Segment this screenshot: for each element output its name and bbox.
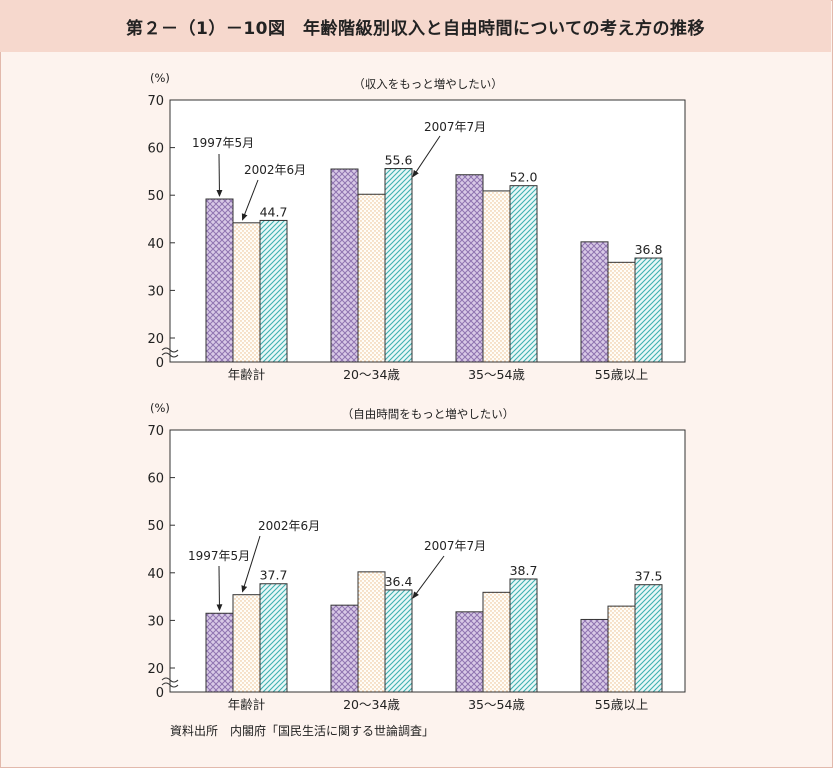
category-label-0-1: 20～34歳 <box>343 367 400 382</box>
y-tick-label-0-0: 0 <box>156 356 164 371</box>
bar-1-3-s2007 <box>634 584 663 693</box>
bar-1-3-s1997 <box>580 618 609 693</box>
bar-0-3-s2007 <box>634 257 663 363</box>
value-label-0-2: 52.0 <box>510 170 538 185</box>
bar-0-0-s1997 <box>205 198 234 363</box>
category-label-0-0: 年齢計 <box>228 367 266 382</box>
category-label-1-0: 年齢計 <box>228 697 266 712</box>
y-tick-label-0-50: 50 <box>147 189 164 204</box>
bar-1-2-s1997 <box>455 611 484 693</box>
legend-label-1-s1997: 1997年5月 <box>188 549 250 563</box>
bar-0-3-s2002 <box>607 261 636 363</box>
y-tick-label-0-30: 30 <box>147 284 164 299</box>
value-label-1-0: 37.7 <box>260 568 288 583</box>
bar-1-2-s2007 <box>509 578 538 693</box>
legend-label-0-s2002: 2002年6月 <box>244 163 306 177</box>
bar-1-1-s1997 <box>330 604 359 693</box>
source-note: 資料出所 内閣府「国民生活に関する世論調査」 <box>170 724 435 738</box>
value-label-0-3: 36.8 <box>635 242 663 257</box>
bar-0-2-s2002 <box>482 190 511 363</box>
bar-1-1-s2002 <box>357 571 386 693</box>
value-label-1-3: 37.5 <box>635 569 663 584</box>
category-label-1-2: 35～54歳 <box>468 697 525 712</box>
figure-title-bar: 第２－（1）－10図 年齢階級別収入と自由時間についての考え方の推移 <box>0 0 831 52</box>
y-tick-label-0-70: 70 <box>147 94 164 109</box>
legend-arrow-0-s1997 <box>216 153 223 198</box>
bar-1-0-s1997 <box>205 612 234 693</box>
legend-arrow-1-s1997 <box>216 565 223 612</box>
value-label-1-1: 36.4 <box>385 574 413 589</box>
bar-0-0-s2007 <box>259 219 288 363</box>
y-axis-unit-0: (%) <box>150 71 170 85</box>
category-label-0-2: 35～54歳 <box>468 367 525 382</box>
value-label-0-0: 44.7 <box>260 204 288 219</box>
y-tick-label-1-50: 50 <box>147 519 164 534</box>
bar-0-2-s1997 <box>455 174 484 363</box>
chart-title-1: （自由時間をもっと増やしたい） <box>342 407 515 421</box>
bar-0-1-s2007 <box>384 168 413 363</box>
category-label-1-3: 55歳以上 <box>595 697 648 712</box>
y-tick-label-1-40: 40 <box>147 567 164 582</box>
y-tick-label-0-20: 20 <box>147 332 164 347</box>
figure-title: 第２－（1）－10図 年齢階級別収入と自由時間についての考え方の推移 <box>126 18 705 39</box>
axis-break-0 <box>161 347 179 358</box>
axis-break-1 <box>161 677 179 688</box>
legend-arrow-1-s2002 <box>241 535 261 593</box>
legend-arrow-0-s2002 <box>241 179 259 221</box>
bar-0-2-s2007 <box>509 185 538 363</box>
legend-arrow-1-s2007 <box>412 555 445 599</box>
category-label-1-1: 20～34歳 <box>343 697 400 712</box>
legend-label-1-s2007: 2007年7月 <box>424 539 486 553</box>
bar-0-1-s1997 <box>330 168 359 363</box>
value-label-0-1: 55.6 <box>385 153 413 168</box>
y-tick-label-1-20: 20 <box>147 662 164 677</box>
bar-1-0-s2007 <box>259 583 288 693</box>
bar-0-1-s2002 <box>357 193 386 363</box>
y-tick-label-1-60: 60 <box>147 472 164 487</box>
legend-arrow-0-s2007 <box>412 135 441 178</box>
y-tick-label-1-30: 30 <box>147 614 164 629</box>
y-tick-label-1-0: 0 <box>156 686 164 701</box>
value-label-1-2: 38.7 <box>510 563 538 578</box>
bar-0-0-s2002 <box>232 222 261 363</box>
legend-label-0-s1997: 1997年5月 <box>192 136 254 150</box>
bar-0-3-s1997 <box>580 241 609 363</box>
bar-1-0-s2002 <box>232 594 261 693</box>
legend-label-0-s2007: 2007年7月 <box>424 120 486 134</box>
charts-area: （収入をもっと増やしたい） (%) 0 20 30 40 50 60 70 年齢計 44.7 20～3… <box>147 71 686 712</box>
y-tick-label-0-60: 60 <box>147 142 164 157</box>
bar-1-3-s2002 <box>607 605 636 693</box>
chart-title-0: （収入をもっと増やしたい） <box>353 77 503 91</box>
y-axis-unit-1: (%) <box>150 401 170 415</box>
bar-1-1-s2007 <box>384 589 413 693</box>
category-label-0-3: 55歳以上 <box>595 367 648 382</box>
legend-label-1-s2002: 2002年6月 <box>258 519 320 533</box>
y-tick-label-0-40: 40 <box>147 237 164 252</box>
y-tick-label-1-70: 70 <box>147 424 164 439</box>
bar-1-2-s2002 <box>482 591 511 693</box>
